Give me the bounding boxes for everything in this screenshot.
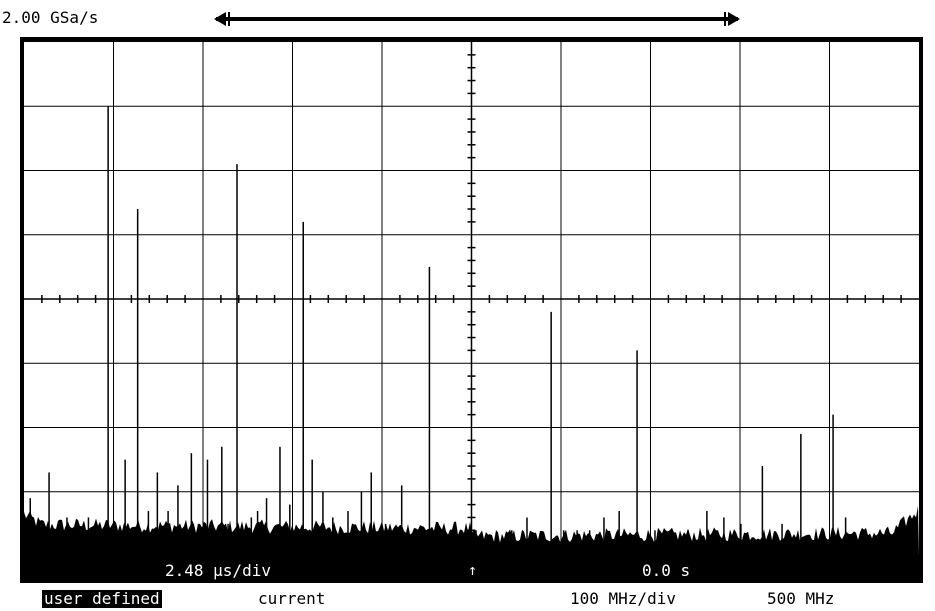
delay-readout: 0.0 s [642,561,691,580]
spectrum-trace [29,106,847,546]
noise-floor [24,505,919,556]
timebase-readout: 2.48 µs/div [165,561,271,580]
user-defined-button[interactable]: user defined [42,589,162,608]
graticule [24,42,919,556]
noise-floor-fill [24,505,919,556]
bar-left-arrow-icon [214,12,226,26]
status-band [24,556,919,583]
sample-rate-label: 2.00 GSa/s [2,8,99,27]
up-arrow-icon: ↑ [468,561,478,579]
current-button[interactable]: current [258,589,326,608]
center-frequency-readout: 500 MHz [767,589,835,608]
frequency-per-div-readout: 100 MHz/div [570,589,676,608]
bar-right-arrow-icon [728,12,740,26]
